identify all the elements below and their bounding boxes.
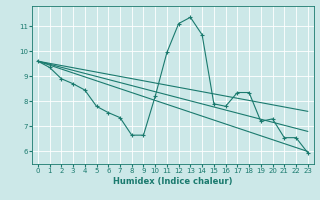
X-axis label: Humidex (Indice chaleur): Humidex (Indice chaleur) <box>113 177 233 186</box>
